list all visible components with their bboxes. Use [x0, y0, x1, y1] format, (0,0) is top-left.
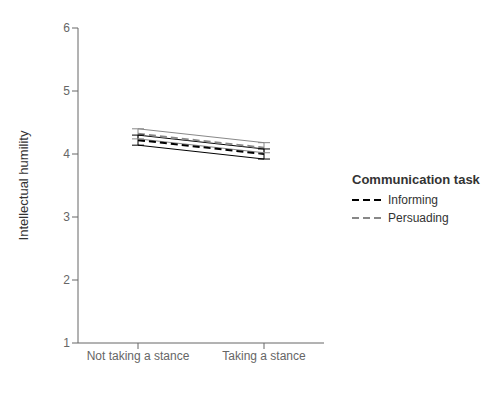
svg-text:6: 6	[63, 21, 70, 35]
svg-text:3: 3	[63, 210, 70, 224]
svg-text:Taking a stance: Taking a stance	[222, 349, 306, 363]
svg-text:1: 1	[63, 336, 70, 350]
svg-text:5: 5	[63, 84, 70, 98]
svg-text:Not taking a stance: Not taking a stance	[87, 349, 190, 363]
svg-text:4: 4	[63, 147, 70, 161]
html-text:Communication task: Communication task	[352, 172, 480, 187]
svg-text:Intellectual humility: Intellectual humility	[16, 130, 31, 240]
html-text:Informing: Informing	[388, 193, 438, 207]
svg-text:2: 2	[63, 273, 70, 287]
html-text:Persuading: Persuading	[388, 211, 449, 225]
